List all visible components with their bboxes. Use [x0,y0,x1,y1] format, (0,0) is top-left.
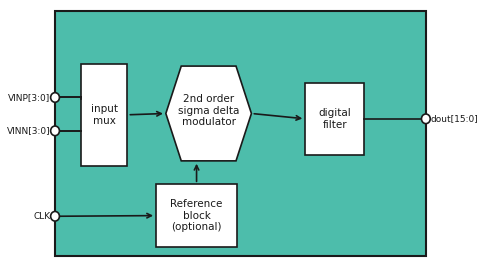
FancyBboxPatch shape [156,184,237,247]
Ellipse shape [50,211,60,221]
Text: digital
filter: digital filter [318,108,351,129]
Text: VINN[3:0]: VINN[3:0] [7,126,51,135]
Text: CLK: CLK [34,212,51,221]
FancyBboxPatch shape [305,83,364,155]
Ellipse shape [50,93,60,102]
Text: 2nd order
sigma delta
modulator: 2nd order sigma delta modulator [178,94,240,127]
FancyBboxPatch shape [82,64,128,166]
Ellipse shape [50,126,60,136]
Text: VINP[3:0]: VINP[3:0] [8,93,51,102]
FancyBboxPatch shape [55,11,426,256]
Text: input
mux: input mux [91,104,118,125]
Polygon shape [166,66,252,161]
Text: dout[15:0]: dout[15:0] [430,114,478,123]
Text: Reference
block
(optional): Reference block (optional) [170,199,223,232]
Ellipse shape [421,114,430,124]
